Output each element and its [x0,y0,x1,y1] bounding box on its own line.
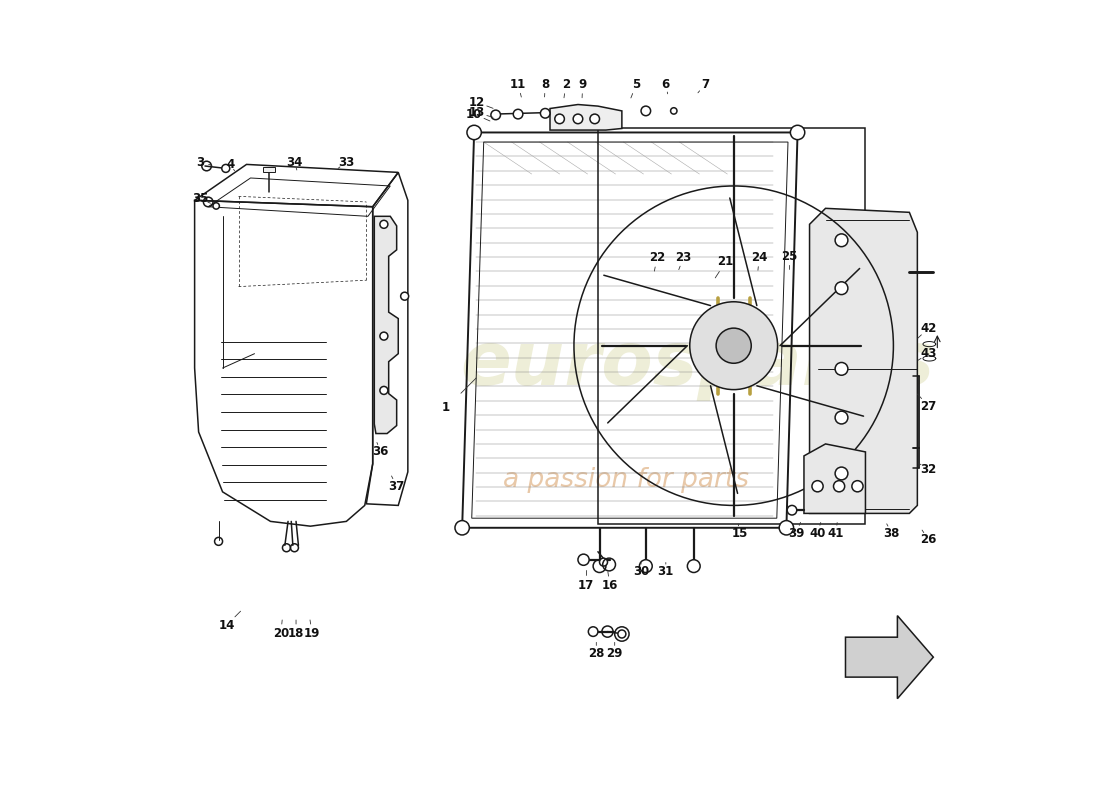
Text: 22: 22 [649,251,666,264]
Text: a passion for parts: a passion for parts [503,467,749,493]
Text: 28: 28 [588,647,605,661]
Text: 4: 4 [227,158,234,171]
Text: 15: 15 [732,527,748,540]
Circle shape [455,521,470,535]
Circle shape [222,165,230,172]
Text: 38: 38 [883,527,900,540]
Text: eurospares: eurospares [461,327,935,401]
Circle shape [639,560,652,573]
Text: 30: 30 [632,566,649,578]
Circle shape [690,302,778,390]
Circle shape [835,362,848,375]
Circle shape [812,481,823,492]
Circle shape [835,282,848,294]
Circle shape [835,234,848,246]
Circle shape [466,126,482,140]
Circle shape [716,328,751,363]
Circle shape [851,481,864,492]
Circle shape [688,560,700,573]
Text: 13: 13 [469,106,485,119]
Circle shape [779,521,793,535]
Text: 40: 40 [810,527,826,540]
Circle shape [540,109,550,118]
Text: 35: 35 [192,192,208,206]
Polygon shape [263,167,275,172]
Text: 29: 29 [606,647,623,661]
Circle shape [834,481,845,492]
Polygon shape [374,216,398,434]
Circle shape [514,110,522,119]
Circle shape [379,220,388,228]
Text: 16: 16 [602,578,618,592]
Text: 23: 23 [675,251,692,264]
Circle shape [400,292,408,300]
Polygon shape [550,105,622,130]
Circle shape [588,627,598,636]
Text: 32: 32 [921,463,937,476]
Text: 33: 33 [338,155,354,169]
Circle shape [641,106,650,116]
Polygon shape [846,616,933,698]
Circle shape [788,506,796,515]
Circle shape [590,114,600,124]
Text: 24: 24 [751,251,768,264]
Polygon shape [804,444,866,514]
Text: 19: 19 [304,626,320,640]
Circle shape [618,630,626,638]
Text: 2: 2 [562,78,570,91]
Circle shape [791,126,805,140]
Circle shape [835,467,848,480]
Text: 14: 14 [219,618,234,632]
Text: 18: 18 [288,626,305,640]
Text: 20: 20 [273,626,289,640]
Text: 27: 27 [921,400,937,413]
Text: 34: 34 [286,155,302,169]
Circle shape [379,386,388,394]
Circle shape [213,202,219,209]
Text: 12: 12 [469,96,485,109]
Text: 10: 10 [466,107,482,121]
Text: 41: 41 [827,527,844,540]
Circle shape [835,411,848,424]
Text: 31: 31 [658,566,674,578]
Text: 42: 42 [921,322,937,334]
Text: 6: 6 [662,78,670,91]
Text: 11: 11 [510,78,526,91]
Polygon shape [810,208,917,514]
Circle shape [554,114,564,124]
Circle shape [491,110,501,120]
Text: 8: 8 [541,78,549,91]
Text: 39: 39 [788,527,804,540]
Text: 21: 21 [717,255,734,268]
Text: 36: 36 [373,446,389,458]
Text: 7: 7 [701,78,710,91]
Circle shape [578,554,590,566]
Text: 25: 25 [781,250,798,262]
Text: 3: 3 [196,155,205,169]
Text: 1085: 1085 [824,335,915,369]
Circle shape [593,560,606,573]
Text: 5: 5 [632,78,640,91]
Text: 9: 9 [579,78,587,91]
Text: 17: 17 [578,578,594,592]
Circle shape [671,108,676,114]
Circle shape [379,332,388,340]
Text: 37: 37 [388,480,405,493]
Text: 43: 43 [921,347,937,360]
Circle shape [573,114,583,124]
Circle shape [600,558,607,566]
Text: 1: 1 [442,402,450,414]
Text: 26: 26 [921,534,937,546]
